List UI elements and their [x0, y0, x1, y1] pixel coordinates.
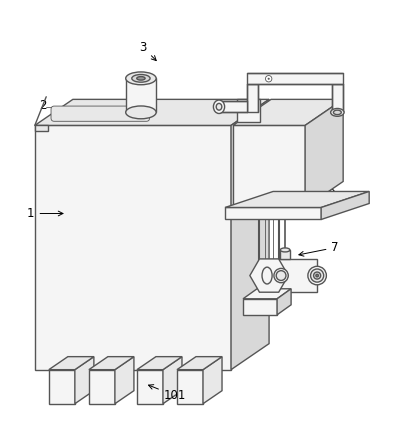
Ellipse shape [126, 106, 156, 119]
Ellipse shape [275, 271, 285, 280]
Ellipse shape [216, 103, 221, 110]
Ellipse shape [315, 274, 318, 277]
Polygon shape [246, 84, 258, 113]
Bar [279, 250, 289, 259]
Polygon shape [266, 259, 316, 292]
Polygon shape [35, 99, 269, 125]
Polygon shape [75, 357, 94, 404]
Circle shape [267, 78, 269, 80]
Ellipse shape [310, 269, 323, 282]
Ellipse shape [330, 109, 343, 117]
Ellipse shape [273, 268, 288, 283]
Polygon shape [224, 207, 320, 219]
Text: 6: 6 [302, 185, 334, 200]
Polygon shape [243, 299, 276, 315]
Polygon shape [202, 357, 222, 404]
Polygon shape [249, 259, 288, 292]
Circle shape [265, 76, 271, 82]
Polygon shape [232, 99, 342, 125]
Polygon shape [35, 125, 230, 369]
Polygon shape [49, 357, 94, 369]
Text: 2: 2 [39, 99, 73, 115]
Ellipse shape [126, 72, 156, 85]
Polygon shape [232, 125, 305, 207]
Polygon shape [177, 369, 202, 404]
Ellipse shape [261, 267, 271, 284]
Ellipse shape [307, 266, 326, 285]
Text: 101: 101 [148, 385, 186, 402]
Ellipse shape [213, 100, 224, 113]
Polygon shape [246, 73, 342, 84]
Polygon shape [320, 191, 368, 219]
Polygon shape [237, 99, 260, 122]
Polygon shape [89, 369, 115, 404]
Polygon shape [305, 99, 342, 207]
Polygon shape [230, 99, 269, 369]
Polygon shape [136, 357, 181, 369]
Polygon shape [136, 369, 162, 404]
Polygon shape [126, 78, 156, 113]
Ellipse shape [136, 77, 145, 80]
Polygon shape [115, 357, 134, 404]
Ellipse shape [279, 248, 289, 252]
Ellipse shape [132, 74, 150, 82]
Polygon shape [224, 191, 368, 207]
Text: 1: 1 [27, 207, 63, 220]
Polygon shape [243, 289, 290, 299]
Text: 8: 8 [278, 273, 310, 286]
Polygon shape [35, 125, 48, 132]
Ellipse shape [333, 110, 341, 115]
Text: 5: 5 [310, 149, 334, 163]
Polygon shape [276, 289, 290, 315]
Polygon shape [89, 357, 134, 369]
Text: 4: 4 [310, 121, 334, 136]
Text: 3: 3 [139, 41, 156, 61]
Polygon shape [49, 369, 75, 404]
Ellipse shape [313, 272, 320, 279]
Polygon shape [177, 357, 222, 369]
FancyBboxPatch shape [51, 106, 149, 121]
Polygon shape [162, 357, 181, 404]
Polygon shape [331, 84, 342, 113]
Polygon shape [218, 101, 246, 113]
Text: 7: 7 [298, 241, 338, 256]
